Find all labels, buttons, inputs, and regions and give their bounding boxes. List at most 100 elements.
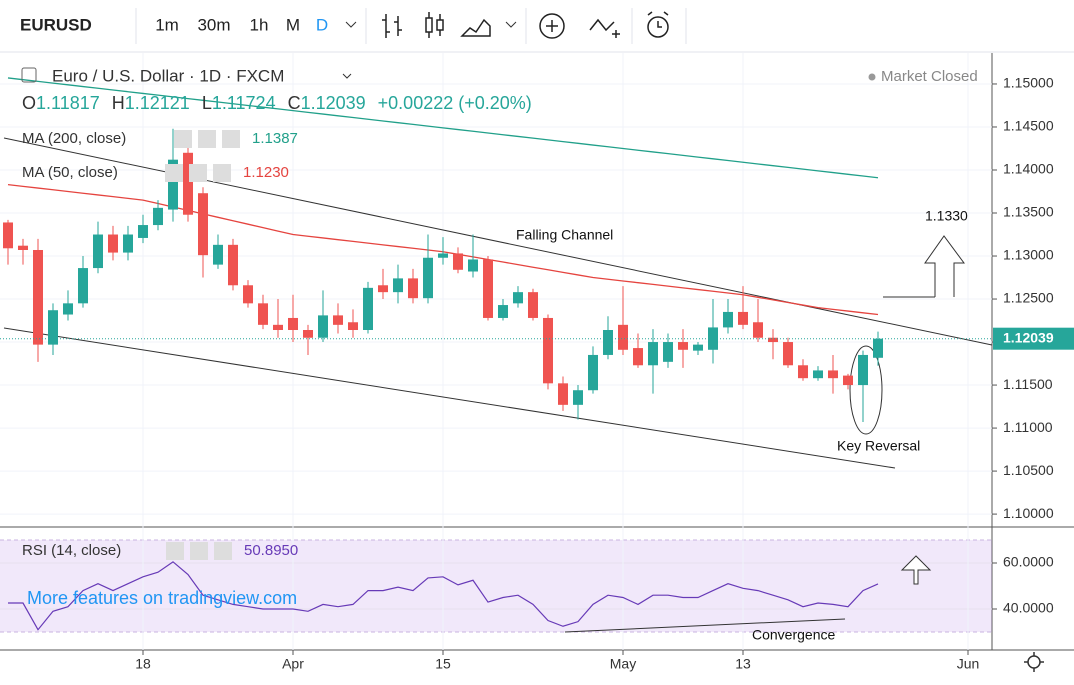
market-status: Market Closed xyxy=(881,68,978,85)
last-price-label: 1.12039 xyxy=(1003,329,1054,345)
convergence-line xyxy=(564,618,846,633)
legend-buttons[interactable] xyxy=(165,164,231,182)
interval[interactable]: 30m xyxy=(197,15,230,34)
annotation: Key Reversal xyxy=(837,438,920,454)
candle-body xyxy=(3,222,13,249)
rsi-value: 50.8950 xyxy=(244,542,298,559)
candle-body xyxy=(168,159,178,210)
candle-body xyxy=(588,354,598,391)
candle-body xyxy=(528,292,538,318)
candle-body xyxy=(48,310,58,345)
up-arrow xyxy=(924,235,965,297)
compare-icon[interactable] xyxy=(589,18,620,38)
candle-body xyxy=(708,327,718,350)
last-price-tag xyxy=(993,327,1074,350)
candle-body xyxy=(63,303,73,315)
status-dot xyxy=(868,73,876,81)
candle-body xyxy=(123,234,133,253)
x-tick-label: Apr xyxy=(282,656,304,672)
candle-body xyxy=(213,244,223,265)
dropdown-icon[interactable] xyxy=(505,21,517,28)
legend-entry: MA (50, close) xyxy=(22,164,118,181)
y-tick-label: 1.12500 xyxy=(1003,290,1054,306)
candle-body xyxy=(438,253,448,258)
candle-body xyxy=(483,259,493,318)
ohlc: O1.11817 H1.12121 L1.11724 C1.12039 +0.00222… xyxy=(22,93,532,113)
candle-body xyxy=(573,390,583,405)
settings-icon[interactable] xyxy=(1024,652,1044,672)
area-icon[interactable] xyxy=(460,18,491,37)
interval[interactable]: M xyxy=(286,15,300,34)
collapse-icon[interactable] xyxy=(21,67,37,83)
x-tick-label: May xyxy=(610,656,636,672)
legend-value: 1.1230 xyxy=(243,164,289,181)
y-tick-label: 1.15000 xyxy=(1003,75,1054,91)
candle-body xyxy=(33,249,43,345)
bar-icon[interactable] xyxy=(382,14,402,38)
candle-body xyxy=(393,278,403,293)
candle-body xyxy=(843,375,853,386)
annotation: 1.1330 xyxy=(925,208,968,224)
candle-body xyxy=(498,305,508,318)
candle-body xyxy=(78,268,88,304)
candle-body xyxy=(678,342,688,350)
alert-icon[interactable] xyxy=(647,11,669,38)
candle-body xyxy=(303,330,313,338)
candle-body xyxy=(603,330,613,355)
candle-body xyxy=(93,234,103,269)
interval-active[interactable]: D xyxy=(316,15,328,34)
symbol[interactable]: EURUSD xyxy=(20,15,92,34)
candle-body xyxy=(363,287,373,331)
candle-body xyxy=(228,244,238,286)
candle-body xyxy=(513,292,523,304)
x-tick-label: 18 xyxy=(135,656,151,672)
candle-body xyxy=(723,311,733,328)
interval[interactable]: 1h xyxy=(250,15,269,34)
annotation: Falling Channel xyxy=(516,227,613,243)
candle-body xyxy=(693,344,703,351)
y-tick-label: 1.14000 xyxy=(1003,161,1054,177)
candle-body xyxy=(618,324,628,350)
candle-body xyxy=(813,370,823,379)
dropdown-icon[interactable] xyxy=(345,21,357,28)
y-tick-label: 1.10500 xyxy=(1003,462,1054,478)
candle-body xyxy=(198,193,208,256)
moving-average xyxy=(7,77,879,179)
candle-body xyxy=(153,207,163,226)
legend-value: 1.1387 xyxy=(252,130,298,147)
candle-icon[interactable] xyxy=(425,12,444,38)
interval[interactable]: 1m xyxy=(155,15,179,34)
candle-body xyxy=(408,278,418,299)
candle-body xyxy=(378,285,388,293)
y-tick-label: 60.0000 xyxy=(1003,554,1054,570)
candle-body xyxy=(108,234,118,253)
y-tick-label: 40.0000 xyxy=(1003,600,1054,616)
legend-buttons[interactable] xyxy=(166,542,232,560)
candle-body xyxy=(288,317,298,331)
candle-body xyxy=(738,311,748,325)
candle-body xyxy=(258,303,268,325)
y-tick-label: 1.14500 xyxy=(1003,118,1054,134)
reversal-ellipse xyxy=(849,345,883,435)
indicators-icon[interactable] xyxy=(539,13,565,39)
legend-buttons[interactable] xyxy=(174,130,240,148)
candle-body xyxy=(828,370,838,379)
candle-body xyxy=(783,342,793,366)
y-tick-label: 1.13500 xyxy=(1003,204,1054,220)
x-tick-label: 15 xyxy=(435,656,451,672)
y-tick-label: 1.11500 xyxy=(1003,376,1053,392)
candle-body xyxy=(348,322,358,331)
candle-body xyxy=(18,245,28,250)
candle-body xyxy=(453,253,463,270)
y-tick-label: 1.13000 xyxy=(1003,247,1054,263)
channel-lower xyxy=(3,327,896,469)
watermark[interactable]: More features on tradingview.com xyxy=(27,588,297,608)
dropdown-icon[interactable] xyxy=(342,73,352,79)
toolbar xyxy=(0,0,1074,52)
y-tick-label: 1.11000 xyxy=(1003,419,1053,435)
candle-body xyxy=(663,342,673,362)
x-tick-label: 13 xyxy=(735,656,751,672)
candle-body xyxy=(648,342,658,366)
